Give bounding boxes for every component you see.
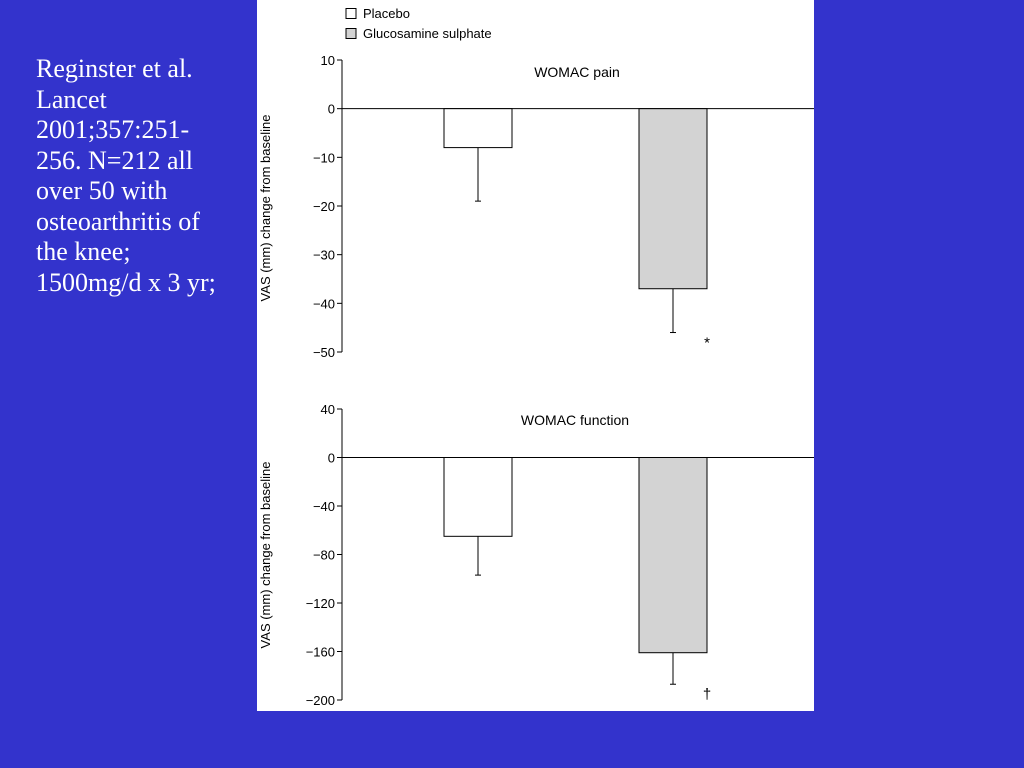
y-tick-label-pain: −30 [313, 248, 335, 263]
slide-caption: Reginster et al. Lancet 2001;357:251-256… [36, 54, 216, 297]
chart-womac-function: WOMAC function VAS (mm) change from base… [258, 402, 814, 708]
y-tick-label-pain: 10 [321, 53, 335, 68]
y-tick-label-pain: −50 [313, 345, 335, 360]
y-tick-label-function: −160 [306, 645, 335, 660]
legend-label-placebo: Placebo [363, 6, 410, 21]
bar-placebo-pain [443, 108, 513, 149]
womac-bar-charts: Placebo Glucosamine sulphate WOMAC pain … [258, 6, 814, 708]
bar-glucosamine-pain [638, 108, 708, 290]
y-tick-label-pain: −10 [313, 150, 335, 165]
legend-swatch-placebo [345, 8, 357, 19]
y-tick-label-function: −200 [306, 693, 335, 708]
y-tick-label-function: 0 [328, 451, 335, 466]
y-axis-label-pain: VAS (mm) change from baseline [258, 115, 273, 302]
y-tick-label-function: 40 [321, 402, 335, 417]
y-tick-label-function: −80 [313, 548, 335, 563]
y-tick-label-pain: 0 [328, 102, 335, 117]
chart-womac-pain: WOMAC pain VAS (mm) change from baseline… [258, 53, 814, 360]
figure-panel: Placebo Glucosamine sulphate WOMAC pain … [257, 0, 814, 711]
bar-placebo-function [443, 457, 513, 537]
legend-label-glucosamine: Glucosamine sulphate [363, 26, 492, 41]
y-tick-label-function: −40 [313, 499, 335, 514]
y-tick-label-pain: −40 [313, 296, 335, 311]
chart-title-pain: WOMAC pain [534, 64, 620, 80]
legend-swatch-glucosamine [345, 28, 357, 39]
significance-marker-function: † [703, 686, 711, 703]
legend: Placebo Glucosamine sulphate [345, 6, 492, 41]
y-tick-label-pain: −20 [313, 199, 335, 214]
bar-glucosamine-function [638, 457, 708, 654]
chart-title-function: WOMAC function [521, 412, 629, 428]
significance-marker-pain: * [704, 335, 710, 352]
y-tick-label-function: −120 [306, 596, 335, 611]
y-axis-label-function: VAS (mm) change from baseline [258, 462, 273, 649]
